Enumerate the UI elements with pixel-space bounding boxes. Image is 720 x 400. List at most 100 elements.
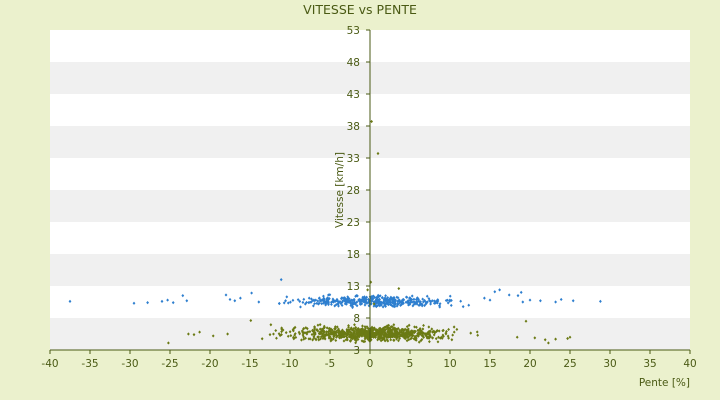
x-tick-label: -20: [201, 358, 218, 370]
x-tick-label: 35: [643, 358, 656, 370]
scatter-point: [322, 300, 326, 304]
scatter-point: [306, 330, 310, 334]
scatter-point: [369, 296, 373, 300]
scatter-point: [327, 329, 331, 334]
scatter-point: [368, 298, 371, 303]
scatter-point: [410, 332, 414, 336]
scatter-point: [357, 335, 361, 339]
scatter-point: [376, 332, 380, 336]
scatter-point: [321, 336, 325, 341]
scatter-point: [340, 328, 344, 332]
x-tick-label: 10: [443, 358, 456, 370]
scatter-point: [413, 335, 417, 340]
x-tick-label: -30: [121, 358, 138, 370]
scatter-point: [391, 304, 395, 309]
scatter-point: [397, 339, 400, 343]
series-2: [167, 119, 572, 345]
scatter-point: [421, 327, 425, 331]
scatter-point: [493, 290, 497, 294]
scatter-point: [516, 294, 520, 298]
scatter-point: [301, 331, 305, 335]
scatter-point: [146, 301, 149, 305]
scatter-point: [355, 304, 359, 308]
scatter-point: [277, 301, 281, 306]
x-tick-label: -35: [81, 358, 98, 370]
scatter-point: [426, 331, 430, 335]
scatter-point: [387, 334, 390, 339]
scatter-point: [312, 298, 316, 302]
y-tick-label: 18: [347, 249, 360, 261]
scatter-point: [374, 333, 378, 337]
scatter-point: [379, 330, 383, 334]
scatter-point: [302, 327, 305, 331]
scatter-point: [370, 326, 374, 330]
scatter-point: [344, 338, 348, 342]
scatter-point: [434, 337, 438, 341]
scatter-point: [398, 332, 402, 336]
scatter-point: [381, 326, 385, 331]
scatter-point: [410, 294, 414, 298]
scatter-point: [378, 294, 382, 298]
chart-title: VITESSE vs PENTE: [303, 2, 417, 17]
scatter-point: [327, 336, 331, 340]
scatter-point: [441, 333, 445, 337]
scatter-point: [389, 338, 393, 342]
scatter-point: [313, 327, 316, 331]
scatter-point: [302, 297, 306, 301]
scatter-point: [423, 332, 427, 336]
scatter-point: [354, 294, 358, 298]
scatter-point: [449, 303, 453, 308]
scatter-point: [434, 300, 438, 304]
scatter-point: [305, 332, 309, 336]
scatter-point: [378, 304, 382, 308]
scatter-point: [233, 299, 237, 303]
scatter-point: [401, 327, 405, 332]
scatter-point: [321, 335, 325, 339]
scatter-point: [408, 333, 412, 338]
scatter-point: [403, 336, 407, 341]
scatter-point: [414, 325, 418, 329]
scatter-point: [405, 300, 409, 305]
scatter-point: [418, 303, 422, 307]
scatter-point: [423, 303, 427, 308]
scatter-point: [430, 299, 434, 303]
scatter-point: [333, 326, 337, 330]
scatter-point: [392, 323, 396, 327]
scatter-point: [372, 302, 376, 306]
scatter-point: [358, 300, 362, 304]
x-tick-label: -40: [41, 358, 58, 370]
x-tick-label: -15: [241, 358, 258, 370]
scatter-point: [371, 328, 374, 332]
scatter-point: [322, 326, 325, 330]
scatter-point: [367, 304, 371, 308]
scatter-point: [337, 335, 341, 340]
scatter-point: [376, 293, 380, 297]
scatter-point: [226, 332, 229, 336]
scatter-point: [528, 298, 532, 302]
scatter-point: [404, 334, 408, 338]
scatter-point: [381, 305, 385, 309]
scatter-point: [319, 335, 323, 339]
scatter-point: [327, 293, 330, 297]
scatter-point: [379, 302, 383, 307]
scatter-point: [515, 335, 519, 339]
scatter-point: [349, 298, 353, 302]
scatter-point: [363, 300, 367, 305]
scatter-point: [393, 333, 397, 337]
x-tick-label: -5: [325, 358, 335, 370]
scatter-point: [317, 338, 321, 342]
scatter-point: [332, 337, 335, 341]
scatter-point: [599, 299, 602, 303]
scatter-point: [452, 325, 456, 329]
scatter-point: [388, 297, 392, 301]
scatter-point: [289, 300, 292, 304]
x-tick-label: 30: [603, 358, 616, 370]
scatter-point: [355, 300, 359, 304]
scatter-point: [554, 337, 557, 341]
scatter-point: [409, 337, 413, 341]
scatter-point: [420, 337, 424, 342]
scatter-point: [341, 330, 345, 334]
scatter-point: [360, 334, 364, 338]
scatter-point: [382, 298, 386, 302]
scatter-point: [377, 334, 380, 339]
